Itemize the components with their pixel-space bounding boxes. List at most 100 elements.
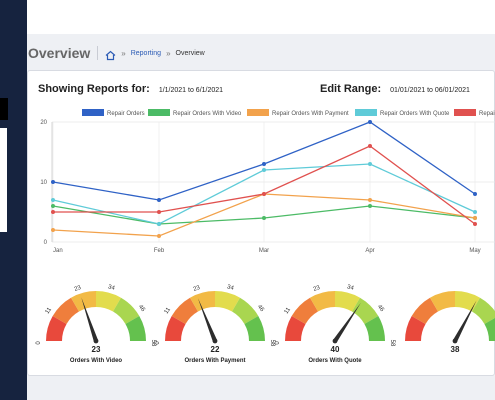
edit-range-value[interactable]: 01/01/2021 to 06/01/2021 <box>390 87 470 94</box>
home-icon[interactable] <box>105 48 116 60</box>
legend-swatch <box>148 109 170 116</box>
data-point <box>157 198 161 202</box>
gauge-tick-label: 34 <box>107 284 116 292</box>
legend-swatch <box>82 109 104 116</box>
data-point <box>157 222 161 226</box>
x-tick-label: Feb <box>154 248 165 254</box>
data-point <box>262 192 266 196</box>
data-point <box>473 192 477 196</box>
legend-label: Repair Orders With Video <box>173 111 242 117</box>
page-header: Overview » Reporting » Overview <box>27 40 495 66</box>
gauge-tick-label: 11 <box>284 306 293 315</box>
gauge-value: 23 <box>92 345 101 354</box>
gauge-value: 40 <box>331 345 340 354</box>
data-point <box>368 162 372 166</box>
legend-label: Repair Orders With Payment <box>272 111 349 117</box>
gauge-needle <box>81 297 99 342</box>
data-point <box>262 216 266 220</box>
data-point <box>157 210 161 214</box>
gauge-tick-label: 23 <box>193 285 202 293</box>
x-tick-label: Apr <box>365 248 374 254</box>
gauge-band <box>52 297 79 324</box>
y-tick-label: 0 <box>44 240 48 246</box>
data-point <box>368 120 372 124</box>
gauge-tick-label: 46 <box>376 304 385 313</box>
sidebar-item-active[interactable] <box>0 98 8 120</box>
gauge-tick-label: 0 <box>275 341 281 345</box>
gauge-band <box>310 291 335 312</box>
gauge-band <box>430 291 455 312</box>
gauge-band <box>352 297 379 324</box>
legend-label: Repair Orders <box>107 111 145 117</box>
page-footer <box>27 378 495 400</box>
gauge-tick-label: 46 <box>256 304 265 313</box>
data-point <box>262 168 266 172</box>
data-point <box>368 204 372 208</box>
gauge-band <box>484 317 495 341</box>
sidebar-flyout-panel <box>0 128 7 232</box>
data-point <box>473 222 477 226</box>
gauge-band <box>244 316 265 341</box>
gauge-hub <box>212 338 218 344</box>
gauge-band <box>125 316 146 341</box>
gauge-band <box>71 291 96 312</box>
gauge-hub <box>93 338 99 344</box>
data-point <box>368 198 372 202</box>
gauge-band <box>113 297 140 324</box>
gauge-value: 38 <box>451 345 460 354</box>
gauge-band <box>455 291 480 312</box>
x-tick-label: Mar <box>259 248 269 254</box>
page-title: Overview <box>28 45 91 61</box>
breadcrumb-reporting[interactable]: Reporting <box>130 49 162 57</box>
y-tick-label: 10 <box>40 180 47 186</box>
gauge-tick-label: 34 <box>226 284 235 292</box>
data-point <box>51 198 55 202</box>
x-tick-label: Jan <box>53 248 63 254</box>
showing-label: Showing Reports for: <box>38 83 150 95</box>
gauge-tick-label: 58 <box>269 340 275 347</box>
gauge-band <box>96 291 121 312</box>
chevron-right-icon: » <box>166 48 171 58</box>
showing-value: 1/1/2021 to 6/1/2021 <box>158 87 224 94</box>
chevron-right-icon: » <box>121 48 126 58</box>
x-tick-label: May <box>469 248 480 254</box>
gauge-tick-label: 11 <box>164 306 173 315</box>
gauge-band <box>285 316 306 341</box>
gauge-tick-label: 34 <box>346 284 355 292</box>
gauge-value: 22 <box>211 345 220 354</box>
gauge-band <box>472 297 495 324</box>
data-point <box>262 162 266 166</box>
legend-swatch <box>355 109 377 116</box>
gauge-tick-label: 23 <box>74 285 83 293</box>
gauge-tick-label: 46 <box>137 304 146 313</box>
gauge-band <box>171 297 198 324</box>
data-point <box>368 144 372 148</box>
gauge-tick-label: 0 <box>155 341 161 345</box>
gauge-needle <box>333 302 361 343</box>
gauge-tick-label: 23 <box>313 285 322 293</box>
edit-range-label: Edit Range: <box>320 83 382 95</box>
legend-swatch <box>454 109 476 116</box>
gauge-label: Orders With Video <box>70 358 123 364</box>
gauge-band <box>364 316 385 341</box>
gauge-needle <box>197 298 218 342</box>
gauge-tick-label: 0 <box>36 341 42 345</box>
edit-range[interactable]: Edit Range: 01/01/2021 to 06/01/2021 <box>320 83 470 95</box>
gauge-band <box>215 291 240 312</box>
gauge-band <box>46 316 67 341</box>
data-point <box>473 216 477 220</box>
gauge-label: Orders With Payment <box>185 358 246 364</box>
y-tick-label: 20 <box>40 120 47 126</box>
gauge-tick-label: 58 <box>150 340 156 347</box>
showing-reports: Showing Reports for: 1/1/2021 to 6/1/202… <box>38 83 223 95</box>
data-point <box>473 210 477 214</box>
data-point <box>51 180 55 184</box>
legend-swatch <box>247 109 269 116</box>
legend-label: Repair Orders With Quote <box>380 111 450 117</box>
gauge-label: Orders With Quote <box>308 358 362 364</box>
gauge-hub <box>332 338 338 344</box>
legend-label: Repair <box>479 111 495 117</box>
gauge-band <box>405 316 426 341</box>
gauge-band <box>411 297 438 324</box>
gauge-needle <box>453 300 477 343</box>
